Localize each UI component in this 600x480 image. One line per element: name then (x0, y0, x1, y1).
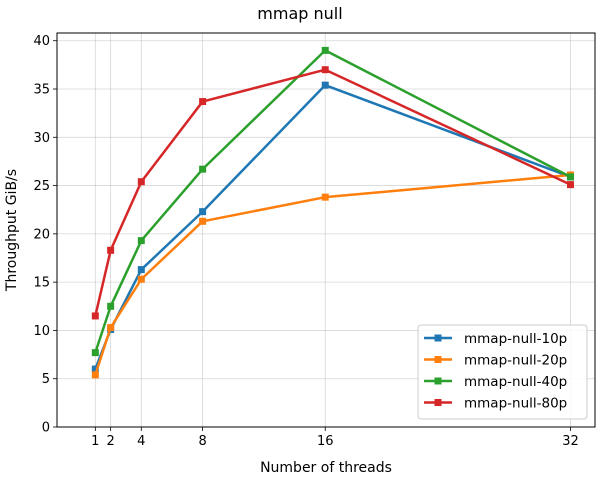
legend-label: mmap-null-80p (464, 396, 567, 412)
data-point (566, 181, 574, 189)
legend-marker (434, 399, 442, 406)
legend-marker (434, 377, 442, 385)
data-point (199, 165, 207, 173)
y-axis: 0 5 10 15 20 25 30 35 40 (33, 34, 57, 436)
x-tick-label: 1 (91, 434, 99, 449)
x-tick-label: 16 (317, 434, 334, 449)
y-tick-label: 0 (42, 421, 50, 436)
data-point (566, 173, 574, 181)
legend-marker (434, 334, 442, 342)
y-tick-label: 40 (33, 34, 50, 49)
chart-title: mmap null (257, 4, 342, 23)
data-point (107, 246, 115, 254)
legend-item: mmap-null-10p (424, 331, 567, 347)
series-mmap-null-80p (91, 66, 574, 320)
x-axis: 1 2 4 8 16 32 (91, 427, 579, 449)
legend: mmap-null-10p mmap-null-20p mmap-null-40p m… (417, 324, 588, 420)
data-point (321, 46, 329, 54)
x-tick-label: 4 (137, 434, 145, 449)
y-tick-label: 5 (42, 372, 50, 387)
y-tick-label: 20 (33, 227, 50, 242)
data-point (321, 193, 329, 201)
data-point (107, 302, 115, 310)
x-tick-label: 32 (562, 434, 579, 449)
data-point (91, 349, 99, 357)
data-point (137, 266, 145, 274)
y-axis-label: Throughput GiB/s (4, 169, 20, 292)
data-point (137, 275, 145, 283)
data-point (137, 178, 145, 186)
series-line (94, 68, 572, 317)
legend-item: mmap-null-20p (424, 353, 567, 369)
legend-item: mmap-null-40p (424, 374, 567, 390)
data-point (199, 98, 207, 106)
data-point (107, 324, 115, 332)
data-point (137, 237, 145, 245)
legend-marker (434, 356, 442, 363)
series-line (94, 173, 571, 376)
y-tick-label: 15 (33, 276, 50, 291)
series-mmap-null-40p (91, 46, 574, 357)
series-line (94, 49, 572, 354)
data-point (321, 81, 329, 89)
series-lines (91, 46, 574, 379)
data-point (321, 66, 329, 74)
legend-label: mmap-null-20p (464, 353, 567, 369)
data-point (91, 365, 99, 373)
data-point (91, 312, 99, 320)
data-point (199, 217, 207, 225)
y-tick-label: 35 (33, 83, 50, 98)
y-tick-label: 10 (33, 324, 50, 339)
legend-label: mmap-null-40p (464, 374, 567, 390)
x-tick-label: 2 (107, 434, 115, 449)
legend-label: mmap-null-10p (464, 331, 567, 347)
y-tick-label: 25 (33, 179, 50, 194)
plot-frame (56, 32, 596, 428)
data-point (91, 371, 99, 379)
x-axis-label: Number of threads (260, 460, 392, 476)
legend-box (417, 324, 588, 420)
data-point (199, 208, 207, 216)
y-tick-label: 30 (33, 131, 50, 146)
x-tick-label: 8 (198, 434, 206, 449)
legend-item: mmap-null-80p (424, 396, 567, 412)
